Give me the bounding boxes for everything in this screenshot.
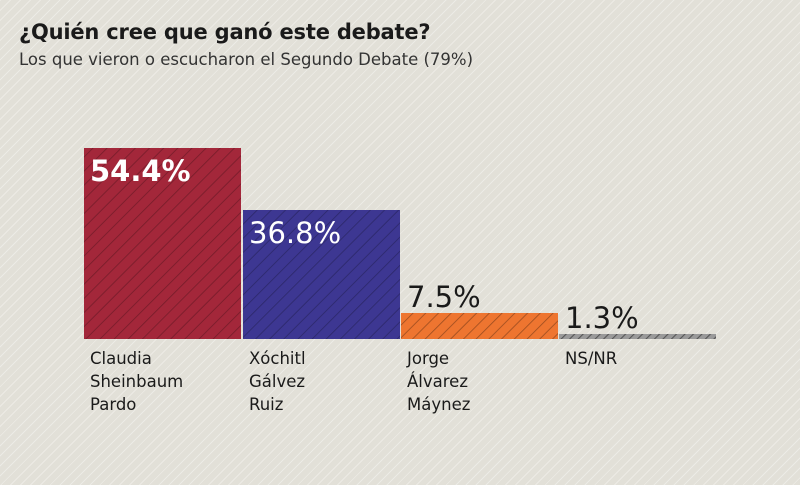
value-label-4: 1.3% (565, 301, 639, 335)
category-label-2-line-1: Xóchitl (249, 349, 306, 368)
category-label-2-line-2: Gálvez (249, 372, 305, 391)
value-label-3: 7.5% (407, 280, 481, 314)
category-label-1-line-2: Sheinbaum (90, 372, 183, 391)
chart-subtitle: Los que vieron o escucharon el Segundo D… (19, 50, 474, 69)
category-label-3-line-3: Máynez (407, 395, 470, 414)
bar-hatch-3 (401, 313, 558, 339)
category-label-3-line-1: Jorge (406, 349, 449, 368)
category-label-3-line-2: Álvarez (407, 372, 468, 391)
category-label-1-line-1: Claudia (90, 349, 152, 368)
category-label-2-line-3: Ruiz (249, 395, 283, 414)
value-label-1: 54.4% (90, 154, 191, 188)
category-label-4-line-1: NS/NR (565, 349, 617, 368)
category-label-1-line-3: Pardo (90, 395, 136, 414)
bar-hatch-1 (84, 148, 241, 339)
bar-hatch-2 (243, 210, 400, 339)
bar-hatch-4 (559, 334, 716, 339)
value-label-2: 36.8% (249, 216, 341, 250)
chart-title: ¿Quién cree que ganó este debate? (19, 20, 431, 44)
